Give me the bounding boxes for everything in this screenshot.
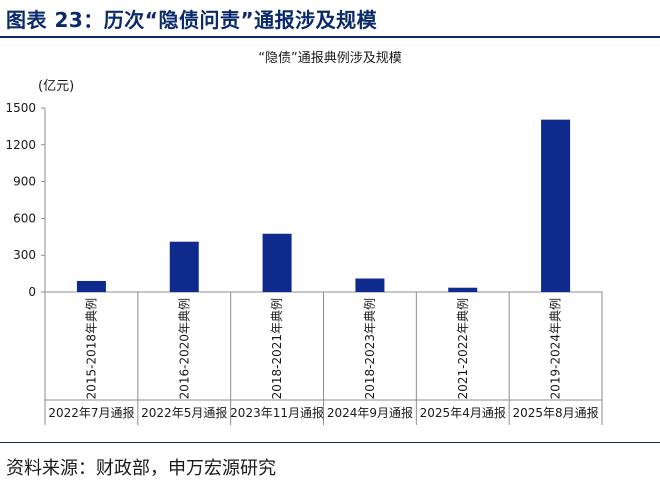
x-group-label: 2025年8月通报 (512, 405, 598, 420)
figure-title: 图表 23：历次“隐债问责”通报涉及规模 (6, 8, 378, 32)
x-category-label: 2019-2024年典例 (549, 298, 563, 399)
bar (355, 278, 385, 292)
x-category-label: 2016-2020年典例 (177, 298, 191, 399)
x-axis-labels: 2015-2018年典例 2016-2020年典例 2018-2021年典例 2018… (48, 298, 598, 420)
bar (448, 287, 478, 292)
x-group-label: 2025年4月通报 (420, 405, 506, 420)
bar (541, 119, 571, 292)
y-tick-label: 600 (13, 211, 36, 225)
x-group-label: 2022年5月通报 (141, 405, 227, 420)
y-tick-label: 300 (13, 248, 36, 262)
bar (169, 241, 199, 292)
y-axis-unit-label: (亿元) (38, 79, 74, 94)
y-tick-label: 1500 (5, 101, 36, 115)
x-group-label: 2023年11月通报 (230, 405, 324, 420)
x-category-label: 2018-2023年典例 (363, 298, 377, 399)
bar (262, 233, 292, 292)
x-category-label: 2021-2022年典例 (456, 298, 470, 399)
y-tick-label: 1200 (5, 138, 36, 152)
source-note: 资料来源：财政部，申万宏源研究 (6, 458, 276, 479)
x-group-label: 2024年9月通报 (327, 405, 413, 420)
title-rule (0, 36, 660, 38)
x-group-label: 2022年7月通报 (48, 405, 134, 420)
bar-series (76, 119, 571, 292)
y-tick-label: 0 (28, 285, 36, 299)
y-tick-label: 900 (13, 175, 36, 189)
x-category-label: 2018-2021年典例 (270, 298, 284, 399)
chart-axes: 0 300 600 900 1200 1500 (5, 101, 603, 425)
source-rule (0, 442, 660, 443)
x-category-label: 2015-2018年典例 (84, 298, 98, 399)
bar-chart: “隐债”通报典例涉及规模 (亿元) 0 300 600 900 1200 1500 201… (5, 51, 603, 425)
chart-title: “隐债”通报典例涉及规模 (258, 51, 401, 66)
bar (76, 280, 106, 292)
